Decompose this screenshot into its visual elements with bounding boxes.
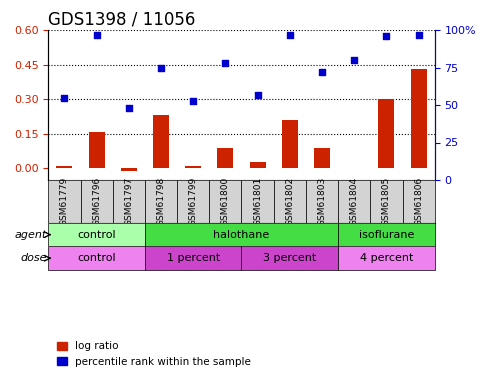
Text: control: control: [77, 230, 116, 240]
Bar: [378, 99, 395, 168]
Point: [318, 69, 326, 75]
FancyBboxPatch shape: [338, 246, 435, 270]
FancyBboxPatch shape: [145, 223, 338, 246]
Point: [125, 105, 133, 111]
Bar: [57, 166, 72, 168]
Bar: [314, 148, 330, 168]
Text: GSM61804: GSM61804: [350, 177, 359, 226]
FancyBboxPatch shape: [48, 246, 145, 270]
FancyBboxPatch shape: [402, 180, 435, 223]
Text: dose: dose: [20, 253, 47, 263]
Text: GDS1398 / 11056: GDS1398 / 11056: [48, 10, 196, 28]
Point: [286, 32, 294, 38]
Text: 1 percent: 1 percent: [167, 253, 220, 263]
Text: isoflurane: isoflurane: [359, 230, 414, 240]
FancyBboxPatch shape: [145, 180, 177, 223]
FancyBboxPatch shape: [370, 180, 402, 223]
Text: halothane: halothane: [213, 230, 270, 240]
Text: GSM61806: GSM61806: [414, 177, 423, 226]
FancyBboxPatch shape: [242, 246, 338, 270]
Text: GSM61805: GSM61805: [382, 177, 391, 226]
Text: GSM61800: GSM61800: [221, 177, 230, 226]
Bar: [250, 162, 266, 168]
FancyBboxPatch shape: [274, 180, 306, 223]
Point: [157, 64, 165, 70]
Text: GSM61798: GSM61798: [156, 177, 166, 226]
Point: [222, 60, 229, 66]
Text: agent: agent: [14, 230, 47, 240]
Point: [93, 32, 100, 38]
Text: GSM61799: GSM61799: [189, 177, 198, 226]
Text: GSM61796: GSM61796: [92, 177, 101, 226]
Bar: [411, 69, 426, 168]
FancyBboxPatch shape: [48, 223, 145, 246]
Point: [60, 94, 68, 100]
Text: GSM61801: GSM61801: [253, 177, 262, 226]
Bar: [185, 166, 201, 168]
Text: control: control: [77, 253, 116, 263]
Point: [350, 57, 358, 63]
Text: 3 percent: 3 percent: [263, 253, 316, 263]
FancyBboxPatch shape: [81, 180, 113, 223]
FancyBboxPatch shape: [48, 180, 81, 223]
Point: [254, 92, 261, 98]
Text: GSM61803: GSM61803: [317, 177, 327, 226]
FancyBboxPatch shape: [145, 246, 242, 270]
Point: [383, 33, 390, 39]
FancyBboxPatch shape: [209, 180, 242, 223]
Text: GSM61802: GSM61802: [285, 177, 294, 226]
FancyBboxPatch shape: [113, 180, 145, 223]
FancyBboxPatch shape: [242, 180, 274, 223]
Legend: log ratio, percentile rank within the sample: log ratio, percentile rank within the sa…: [54, 338, 255, 370]
Text: 4 percent: 4 percent: [360, 253, 413, 263]
FancyBboxPatch shape: [338, 180, 370, 223]
Point: [189, 98, 197, 104]
Point: [415, 32, 423, 38]
FancyBboxPatch shape: [177, 180, 209, 223]
Text: GSM61779: GSM61779: [60, 177, 69, 226]
Bar: [88, 132, 105, 168]
FancyBboxPatch shape: [338, 223, 435, 246]
Bar: [217, 148, 233, 168]
Bar: [282, 120, 298, 168]
Bar: [121, 168, 137, 171]
Bar: [153, 116, 169, 168]
Text: GSM61797: GSM61797: [124, 177, 133, 226]
FancyBboxPatch shape: [306, 180, 338, 223]
